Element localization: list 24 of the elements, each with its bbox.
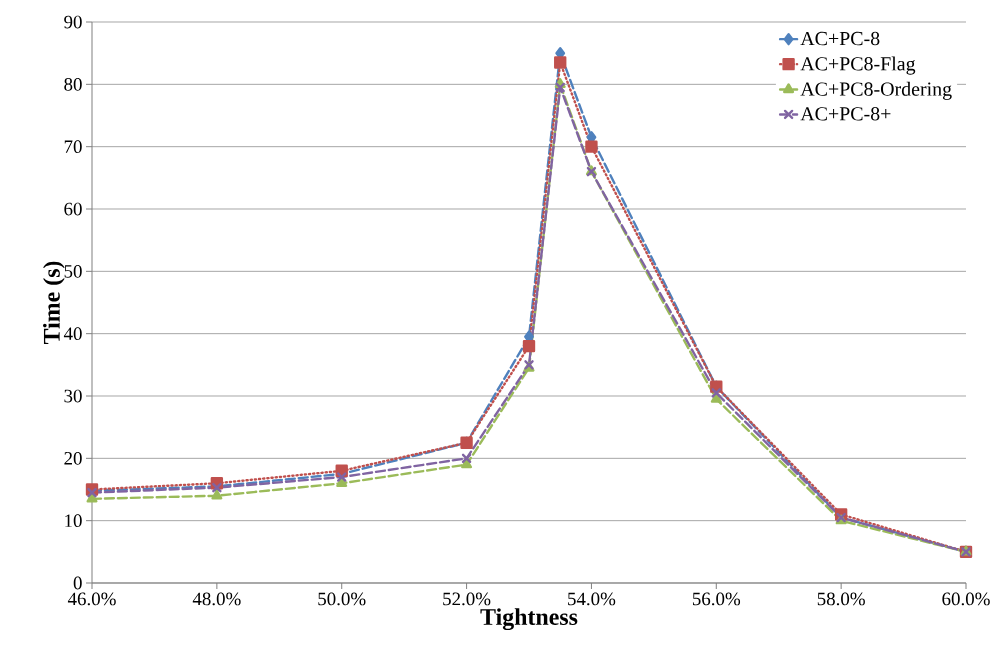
x-tick-label: 56.0%: [692, 592, 741, 606]
legend-label: AC+PC8-Flag: [800, 56, 916, 75]
x-tick-label: 60.0%: [942, 592, 990, 606]
x-tick-label: 52.0%: [443, 592, 491, 606]
y-tick-label: 10: [65, 514, 82, 528]
y-tick-label: 90: [64, 15, 82, 29]
y-tick-label: 30: [64, 389, 82, 403]
y-tick-label: 40: [63, 327, 82, 341]
x-tick-label: 48.0%: [192, 592, 241, 606]
legend-label: AC+PC8-Ordering: [800, 81, 952, 100]
y-tick-label: 20: [64, 451, 82, 465]
x-tick-label: 50.0%: [318, 592, 366, 606]
x-tick-label: 46.0%: [67, 592, 116, 606]
x-tick-label: 58.0%: [817, 592, 865, 606]
y-tick-label: 50: [64, 264, 82, 278]
y-tick-label: 70: [64, 140, 82, 154]
y-tick-label: 60: [64, 202, 82, 216]
legend-label: AC+PC-8+: [800, 107, 891, 121]
legend-label: AC+PC-8: [800, 31, 880, 46]
y-tick-label: 80: [64, 77, 82, 91]
y-tick-label: 0: [73, 576, 82, 590]
x-tick-label: 54.0%: [568, 592, 616, 606]
x-axis-title: Tightness: [480, 608, 578, 631]
y-axis-title: Time (s): [43, 261, 65, 345]
